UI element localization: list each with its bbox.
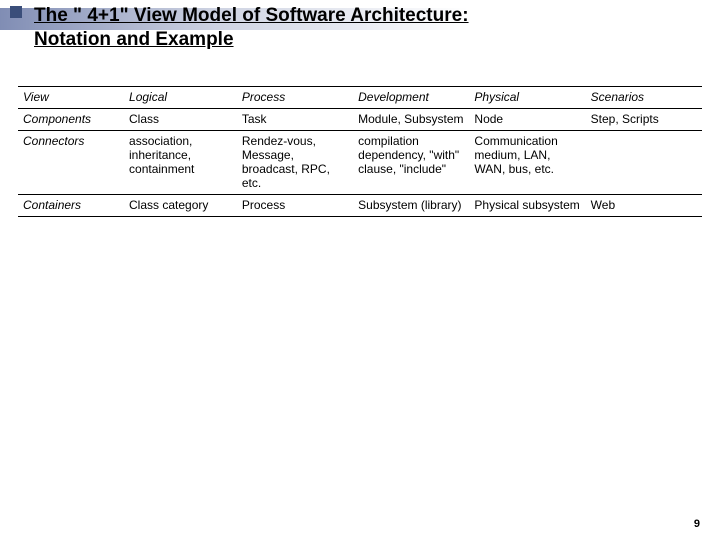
title-line-2: Notation and Example: [34, 28, 700, 52]
table-row: ContainersClass categoryProcessSubsystem…: [18, 195, 702, 217]
title-line-1: The " 4+1" View Model of Software Archit…: [34, 4, 700, 28]
table-row: ComponentsClassTaskModule, SubsystemNode…: [18, 109, 702, 131]
slide: The " 4+1" View Model of Software Archit…: [0, 0, 720, 540]
table-cell: Web: [586, 195, 702, 217]
views-table-wrap: ViewLogicalProcessDevelopmentPhysicalSce…: [18, 86, 702, 217]
table-cell: Class: [124, 109, 237, 131]
column-header: Scenarios: [586, 87, 702, 109]
table-header-row: ViewLogicalProcessDevelopmentPhysicalSce…: [18, 87, 702, 109]
table-cell: Rendez-vous, Message, broadcast, RPC, et…: [237, 131, 353, 195]
row-header: Containers: [18, 195, 124, 217]
table-cell: Module, Subsystem: [353, 109, 469, 131]
table-cell: Task: [237, 109, 353, 131]
column-header: Logical: [124, 87, 237, 109]
table-cell: Step, Scripts: [586, 109, 702, 131]
title-bullet: [10, 6, 22, 18]
table-cell: Process: [237, 195, 353, 217]
column-header: Physical: [469, 87, 585, 109]
column-header: View: [18, 87, 124, 109]
table-cell: Communication medium, LAN, WAN, bus, etc…: [469, 131, 585, 195]
row-header: Components: [18, 109, 124, 131]
table-cell: Node: [469, 109, 585, 131]
row-header: Connectors: [18, 131, 124, 195]
views-table: ViewLogicalProcessDevelopmentPhysicalSce…: [18, 86, 702, 217]
table-cell: [586, 131, 702, 195]
slide-title: The " 4+1" View Model of Software Archit…: [34, 4, 700, 52]
table-cell: association, inheritance, containment: [124, 131, 237, 195]
column-header: Process: [237, 87, 353, 109]
table-row: Connectorsassociation, inheritance, cont…: [18, 131, 702, 195]
table-cell: Class category: [124, 195, 237, 217]
table-cell: compilation dependency, "with" clause, "…: [353, 131, 469, 195]
table-cell: Physical subsystem: [469, 195, 585, 217]
column-header: Development: [353, 87, 469, 109]
table-cell: Subsystem (library): [353, 195, 469, 217]
page-number: 9: [694, 518, 700, 530]
